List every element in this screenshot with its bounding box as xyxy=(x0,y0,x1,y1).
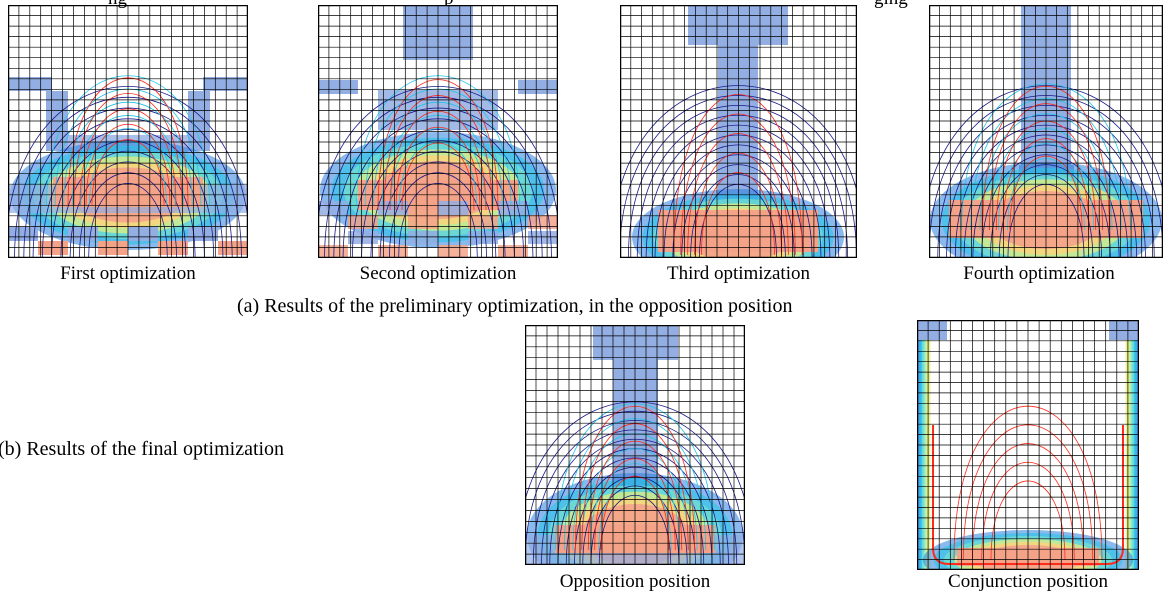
hot-contour-3 xyxy=(680,113,796,256)
magnet-segment xyxy=(68,227,98,241)
outer-contour-10 xyxy=(620,85,857,194)
header-fragment: ng xyxy=(108,0,127,10)
plot-border xyxy=(8,5,248,258)
magnet-segment xyxy=(468,231,498,244)
outer-contour-4 xyxy=(663,144,813,258)
first-optimization-caption: First optimization xyxy=(60,263,196,284)
second-optimization-caption: Second optimization xyxy=(359,263,517,284)
first-optimization-panel xyxy=(8,5,248,258)
plot-border xyxy=(318,5,558,258)
outer-contour-5 xyxy=(654,134,822,258)
header-fragment: ging xyxy=(874,0,908,10)
magnet-segment xyxy=(378,245,408,258)
hot-contour-4 xyxy=(673,94,803,256)
plot-border xyxy=(929,5,1163,258)
hot-contour-1 xyxy=(694,152,782,256)
outer-contour-3 xyxy=(672,154,804,258)
magnet-segment xyxy=(318,201,348,215)
magnet-segment xyxy=(408,215,438,229)
iron-block xyxy=(593,325,678,360)
iron-block xyxy=(318,80,358,94)
second-optimization-panel xyxy=(318,5,558,258)
magnet-segment xyxy=(528,215,558,229)
conjunction-position-caption: Conjunction position xyxy=(948,571,1108,592)
first-optimization-plot xyxy=(8,5,248,258)
plot-border xyxy=(620,5,857,258)
iron-block xyxy=(518,80,558,94)
iron-block xyxy=(1109,320,1139,340)
third-optimization-plot xyxy=(620,5,857,258)
conjunction-position-plot xyxy=(917,320,1139,570)
third-optimization-panel xyxy=(620,5,857,258)
mesh-grid xyxy=(929,5,1163,258)
mesh-grid xyxy=(525,325,745,565)
magnet-segment xyxy=(128,227,158,241)
magnet-segment xyxy=(498,201,528,215)
magnet-segment xyxy=(438,201,468,215)
magnet-segment xyxy=(318,245,348,258)
fourth-optimization-plot xyxy=(929,5,1163,258)
opposition-position-panel xyxy=(525,325,745,565)
plot-border xyxy=(917,320,1139,570)
mesh-grid xyxy=(8,5,248,258)
opposition-position-caption: Opposition position xyxy=(559,571,711,592)
third-optimization-caption: Third optimization xyxy=(666,263,810,284)
fourth-optimization-panel xyxy=(929,5,1163,258)
conjunction-position-panel xyxy=(917,320,1139,570)
opposition-position-plot xyxy=(525,325,745,565)
iron-block xyxy=(688,5,788,45)
magnet-segment xyxy=(408,231,438,244)
mesh-grid xyxy=(318,5,558,258)
magnet-segment xyxy=(378,201,408,215)
mesh-grid xyxy=(620,5,857,258)
caption-b: (b) Results of the final optimization xyxy=(0,438,285,460)
magnet-segment xyxy=(498,245,528,258)
outer-contour-0 xyxy=(699,184,777,258)
outer-contour-2 xyxy=(681,164,795,258)
magnet-segment xyxy=(218,241,248,255)
header-fragment: p xyxy=(444,0,454,10)
second-optimization-plot xyxy=(318,5,558,258)
plot-border xyxy=(525,325,745,565)
fourth-optimization-caption: Fourth optimization xyxy=(963,263,1115,284)
magnet-segment xyxy=(38,241,68,255)
magnet-segment xyxy=(348,231,378,244)
mesh-grid xyxy=(917,320,1139,570)
magnet-segment xyxy=(158,241,188,255)
magnet-segment xyxy=(438,245,468,258)
iron-block xyxy=(917,320,947,340)
caption-a: (a) Results of the preliminary optimizat… xyxy=(237,295,793,317)
magnet-segment xyxy=(98,241,128,255)
hot-contour-2 xyxy=(687,133,789,256)
